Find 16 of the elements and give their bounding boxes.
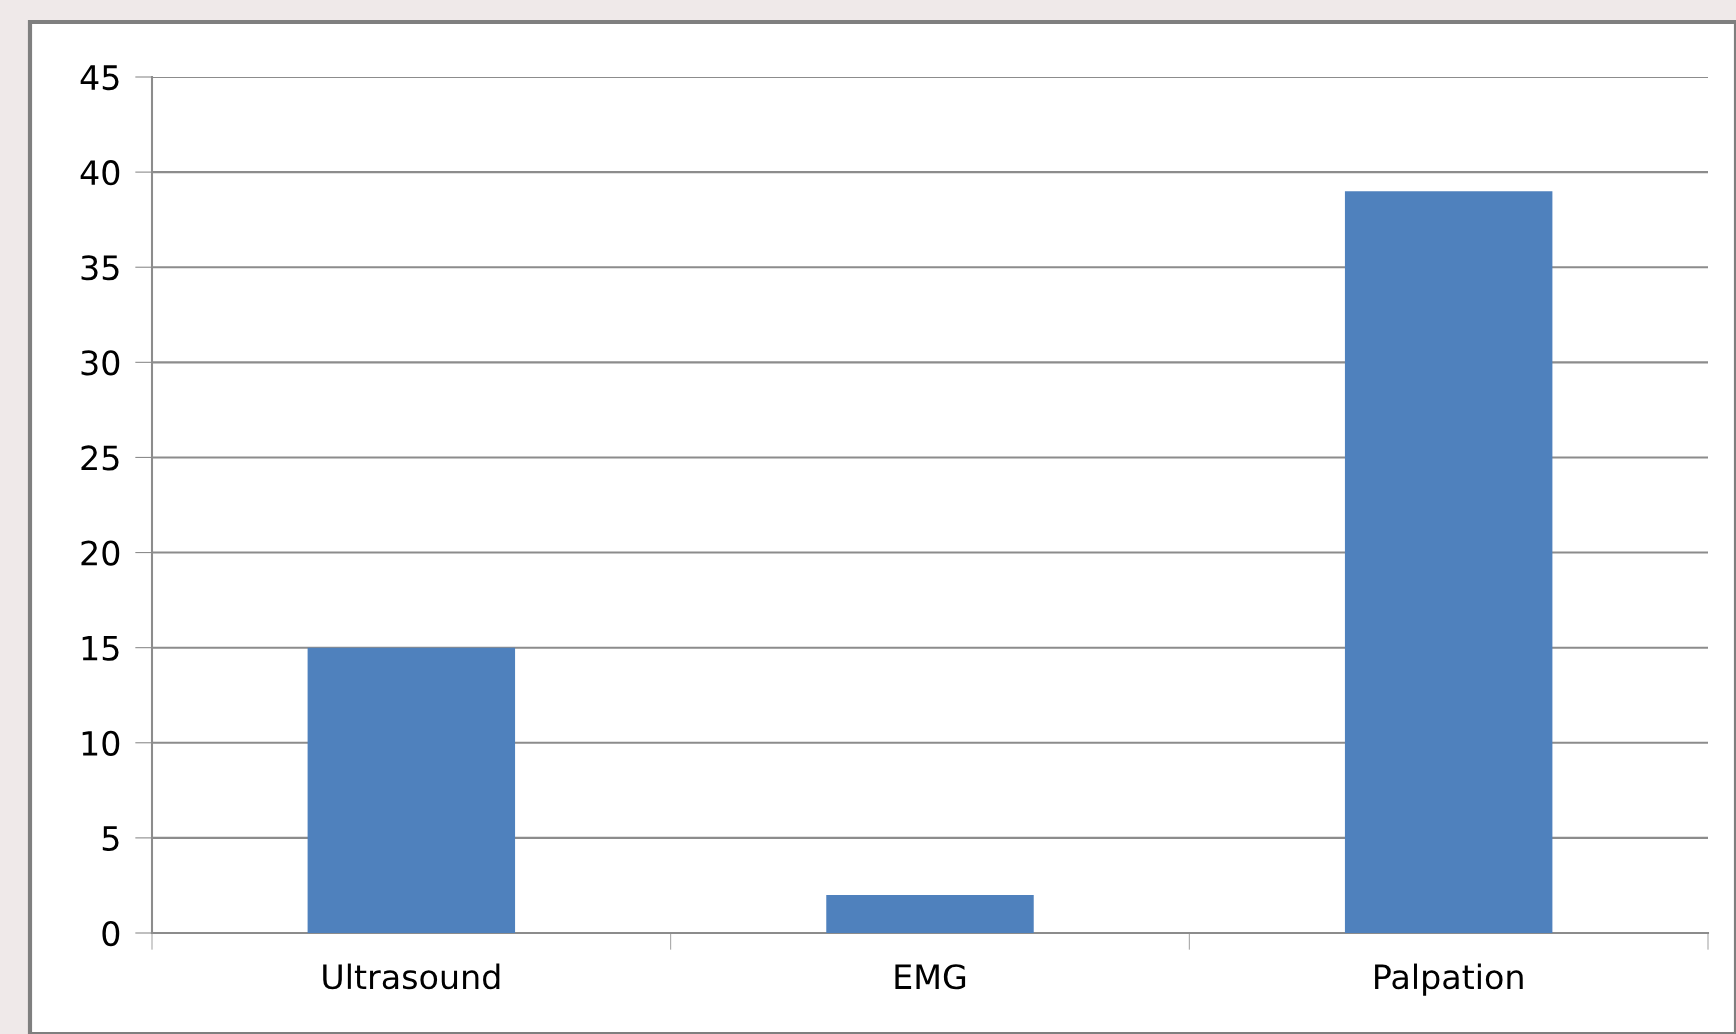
bar	[1344, 191, 1553, 933]
y-tick-label: 25	[81, 445, 119, 471]
y-tick-label: 5	[102, 826, 119, 852]
y-tick-label: 15	[82, 636, 119, 661]
x-tick-label: EMG	[895, 964, 966, 990]
bar	[307, 647, 516, 933]
y-tick-label: 35	[81, 255, 119, 281]
x-tick-label: Ultrasound	[323, 963, 500, 990]
y-tick-label: 40	[80, 160, 120, 186]
y-tick-label: 30	[81, 350, 120, 376]
y-tick-label: 10	[82, 730, 120, 756]
bar	[826, 894, 1034, 933]
x-tick-label: Palpation	[1375, 963, 1523, 996]
y-tick-label: 45	[80, 65, 119, 91]
y-tick-label: 20	[81, 540, 120, 566]
y-tick-label: 0	[102, 920, 120, 947]
